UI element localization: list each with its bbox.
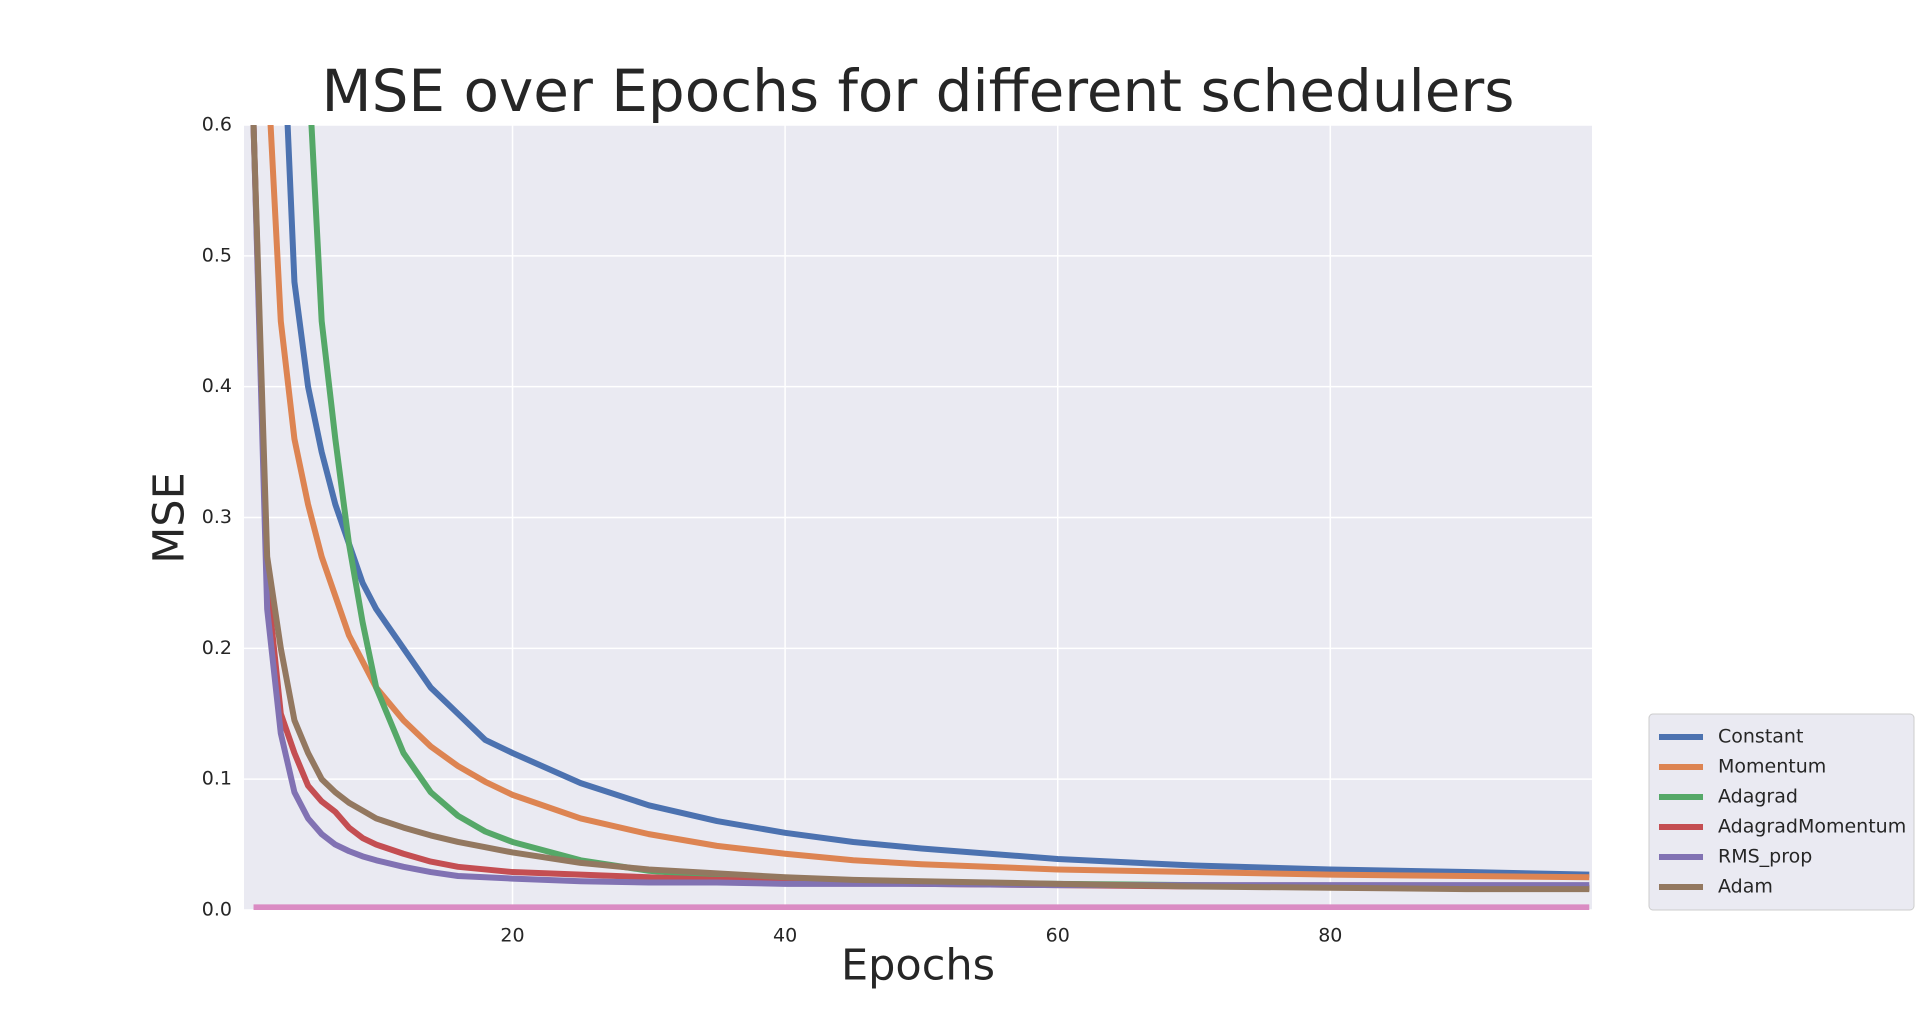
x-tick-label: 40	[773, 925, 797, 947]
y-tick-label: 0.1	[202, 768, 232, 790]
y-tick-label: 0.4	[202, 375, 232, 397]
grid	[244, 124, 1592, 911]
series-line	[284, 125, 1590, 878]
legend-label: RMS_prop	[1718, 846, 1812, 868]
legend-label: AdagradMomentum	[1718, 816, 1906, 838]
x-axis-label: Epochs	[841, 941, 995, 991]
legend-label: Momentum	[1718, 756, 1826, 778]
legend-label: Adam	[1718, 876, 1773, 898]
series-line	[267, 125, 1590, 881]
legend: Constant Momentum Adagrad AdagradMomentum RM…	[1648, 713, 1915, 911]
legend-label: Adagrad	[1718, 786, 1798, 808]
legend-label: Constant	[1718, 726, 1803, 748]
legend-box	[1648, 713, 1915, 911]
x-tick-label: 20	[500, 925, 524, 947]
y-tick-label: 0.0	[202, 899, 232, 921]
y-tick-label: 0.2	[202, 637, 232, 659]
y-tick-label: 0.5	[202, 244, 232, 266]
x-tick-label: 80	[1318, 925, 1342, 947]
lines	[250, 125, 1590, 910]
series-line	[250, 125, 1590, 893]
y-tick-label: 0.6	[202, 114, 232, 136]
y-tick-label: 0.3	[202, 506, 232, 528]
y-axis-label: MSE	[145, 472, 195, 564]
chart-title: MSE over Epochs for different schedulers	[322, 57, 1515, 125]
ticks: 0.0 0.1 0.2 0.3 0.4 0.5 0.6 20 40 60 80	[202, 114, 1343, 947]
x-tick-label: 60	[1046, 925, 1070, 947]
